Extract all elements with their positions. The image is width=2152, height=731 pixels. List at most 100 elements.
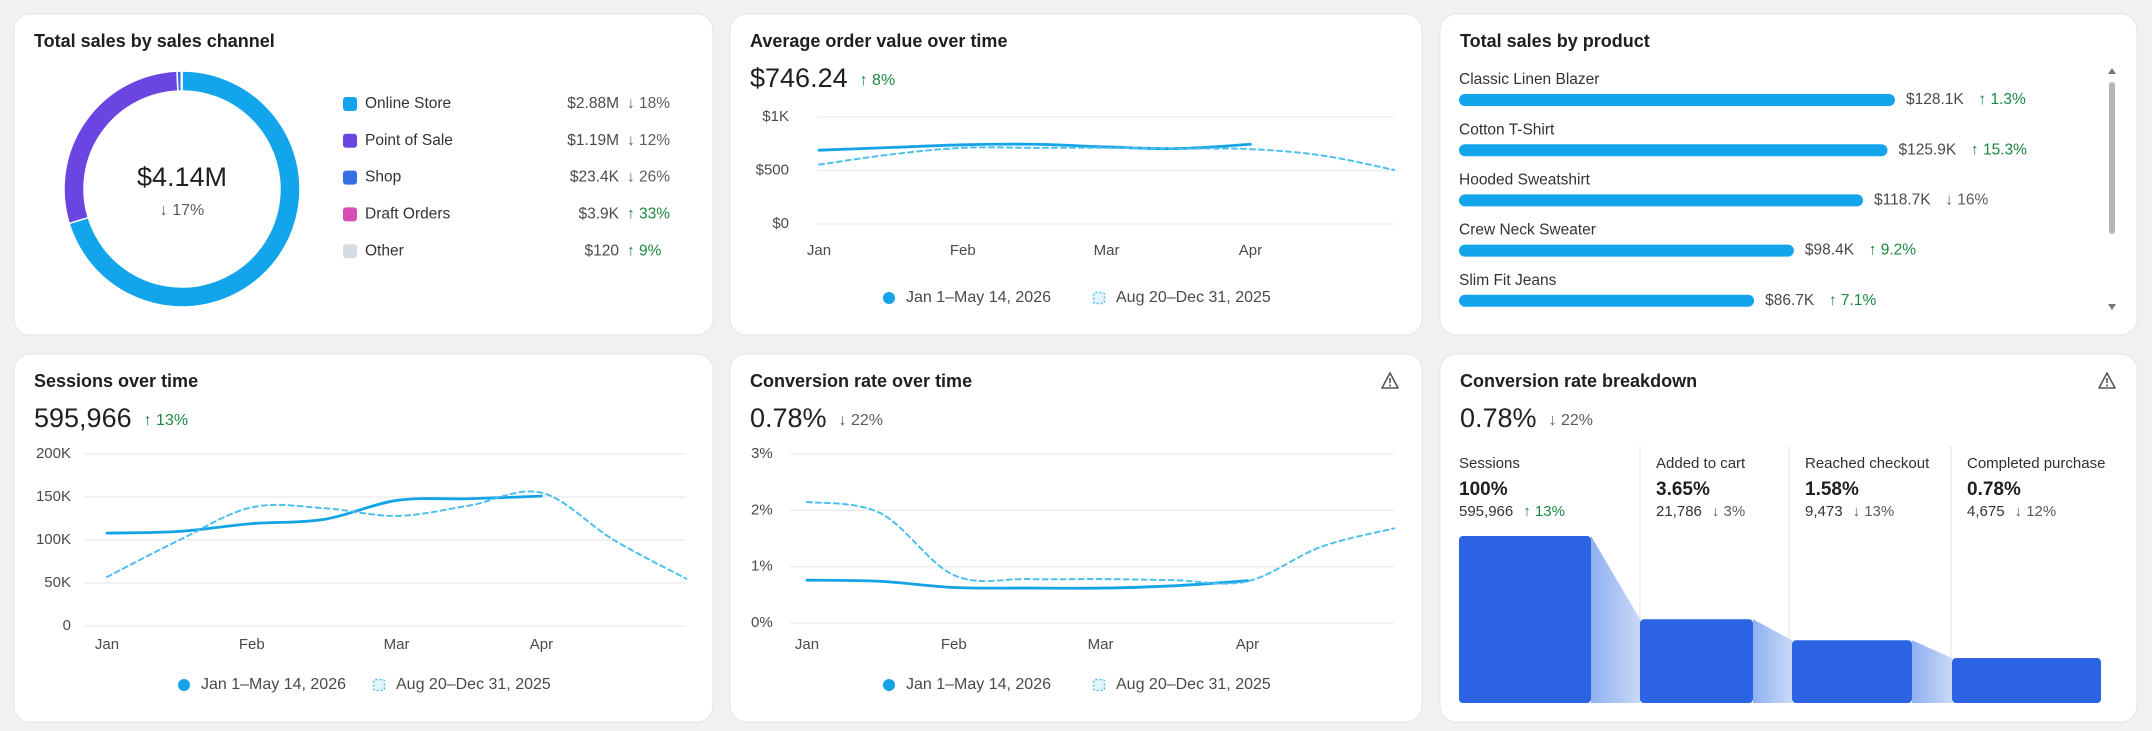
funnel-bar [1952,658,2101,703]
stage-value: 1.58% [1805,479,1859,500]
bar [1459,244,1794,257]
funnel-bar [1459,536,1591,703]
legend-label: Online Store [365,95,451,112]
stage-value: 3.65% [1656,479,1710,500]
x-tick-label: Mar [1088,636,1114,653]
legend-label: Aug 20–Dec 31, 2025 [1116,676,1271,693]
x-tick-label: Feb [941,636,967,653]
y-tick-label: 150K [36,488,71,505]
legend-swatch [343,170,357,185]
change-label: ↓ 12% [2015,503,2057,520]
funnel-connector [1591,536,1640,703]
y-tick-label: $0 [772,215,789,232]
kpi-change: ↑ 13% [144,412,188,429]
legend-swatch [343,244,357,259]
x-tick-label: Jan [95,636,119,653]
legend-label: Shop [365,169,401,186]
change-label: ↓ 18% [627,95,670,112]
legend-label: Aug 20–Dec 31, 2025 [396,676,551,693]
legend-marker [1092,678,1106,692]
funnel-bar [1792,640,1912,703]
card [729,13,1423,336]
legend-marker [1092,291,1106,305]
stage-label: Sessions [1459,455,1520,472]
card-title: Conversion rate breakdown [1460,371,1697,391]
warning-icon-dot [1389,384,1391,387]
card-title: Sessions over time [34,371,198,391]
x-tick-label: Jan [807,242,831,259]
legend-label: Jan 1–May 14, 2026 [906,676,1051,693]
value-label: $86.7K [1765,292,1815,309]
change-label: ↓ 16% [1945,191,1988,208]
change-label: ↑ 1.3% [1978,91,2026,108]
scrollbar-thumb[interactable] [2109,82,2115,234]
scroll-down-arrow[interactable] [2108,304,2116,310]
funnel-connector [1753,619,1792,703]
bar [1459,144,1888,157]
y-tick-label: 100K [36,531,71,548]
value-label: $1.19M [567,132,619,149]
legend-marker [883,679,895,691]
kpi-change: ↓ 22% [839,412,883,429]
x-tick-label: Mar [1094,242,1120,259]
legend-marker [372,678,386,692]
card [729,353,1423,723]
value-label: $128.1K [1906,91,1964,108]
bar-label: Classic Linen Blazer [1459,71,1599,88]
value-label: $23.4K [570,169,620,186]
card [13,13,714,336]
bar-label: Slim Fit Jeans [1459,272,1557,289]
change-label: ↑ 33% [627,205,670,222]
line-series [818,146,1396,171]
y-tick-label: $500 [756,161,789,178]
x-tick-label: Apr [1236,636,1259,653]
y-tick-label: 1% [751,558,773,575]
line-series [106,490,688,580]
y-tick-label: 0 [63,617,71,634]
line-series [105,494,543,535]
bar-label: Cotton T-Shirt [1459,121,1555,138]
stage-count: 4,675 [1967,503,2005,520]
change-label: ↑ 13% [1523,503,1565,520]
value-label: $2.88M [567,95,619,112]
stage-value: 100% [1459,479,1508,500]
card-title: Total sales by product [1460,31,1650,51]
y-tick-label: 3% [751,445,773,462]
legend-marker [883,292,895,304]
value-label: $3.9K [578,205,619,222]
line-series [806,500,1396,585]
donut-slice [68,70,301,308]
stage-count: 595,966 [1459,503,1513,520]
line-series [805,578,1249,590]
legend-label: Point of Sale [365,132,453,149]
kpi-value: 595,966 [34,403,132,433]
y-tick-label: 200K [36,445,71,462]
kpi-change: ↑ 8% [860,72,896,89]
legend-label: Jan 1–May 14, 2026 [906,289,1051,306]
card-title: Total sales by sales channel [34,31,275,51]
stage-value: 0.78% [1967,479,2021,500]
bar [1459,94,1895,106]
stage-label: Added to cart [1656,455,1746,472]
x-tick-label: Apr [1239,242,1262,259]
warning-icon-dot [2106,384,2108,387]
warning-icon [1381,372,1399,389]
change-label: ↑ 9% [627,242,662,259]
legend-swatch [343,133,357,148]
card [13,353,714,723]
legend-swatch [343,97,357,111]
y-tick-label: 50K [44,574,71,591]
scroll-up-arrow[interactable] [2108,68,2116,74]
funnel-bar [1640,619,1753,703]
warning-icon [2098,372,2116,389]
x-tick-label: Feb [950,242,976,259]
stage-label: Reached checkout [1805,455,1930,472]
stage-count: 9,473 [1805,503,1843,520]
change-label: ↓ 13% [1853,503,1895,520]
donut-total: $4.14M [137,162,227,192]
stage-label: Completed purchase [1967,455,2105,472]
stage-count: 21,786 [1656,503,1702,520]
bar [1459,194,1864,207]
change-label: ↓ 3% [1712,503,1745,520]
